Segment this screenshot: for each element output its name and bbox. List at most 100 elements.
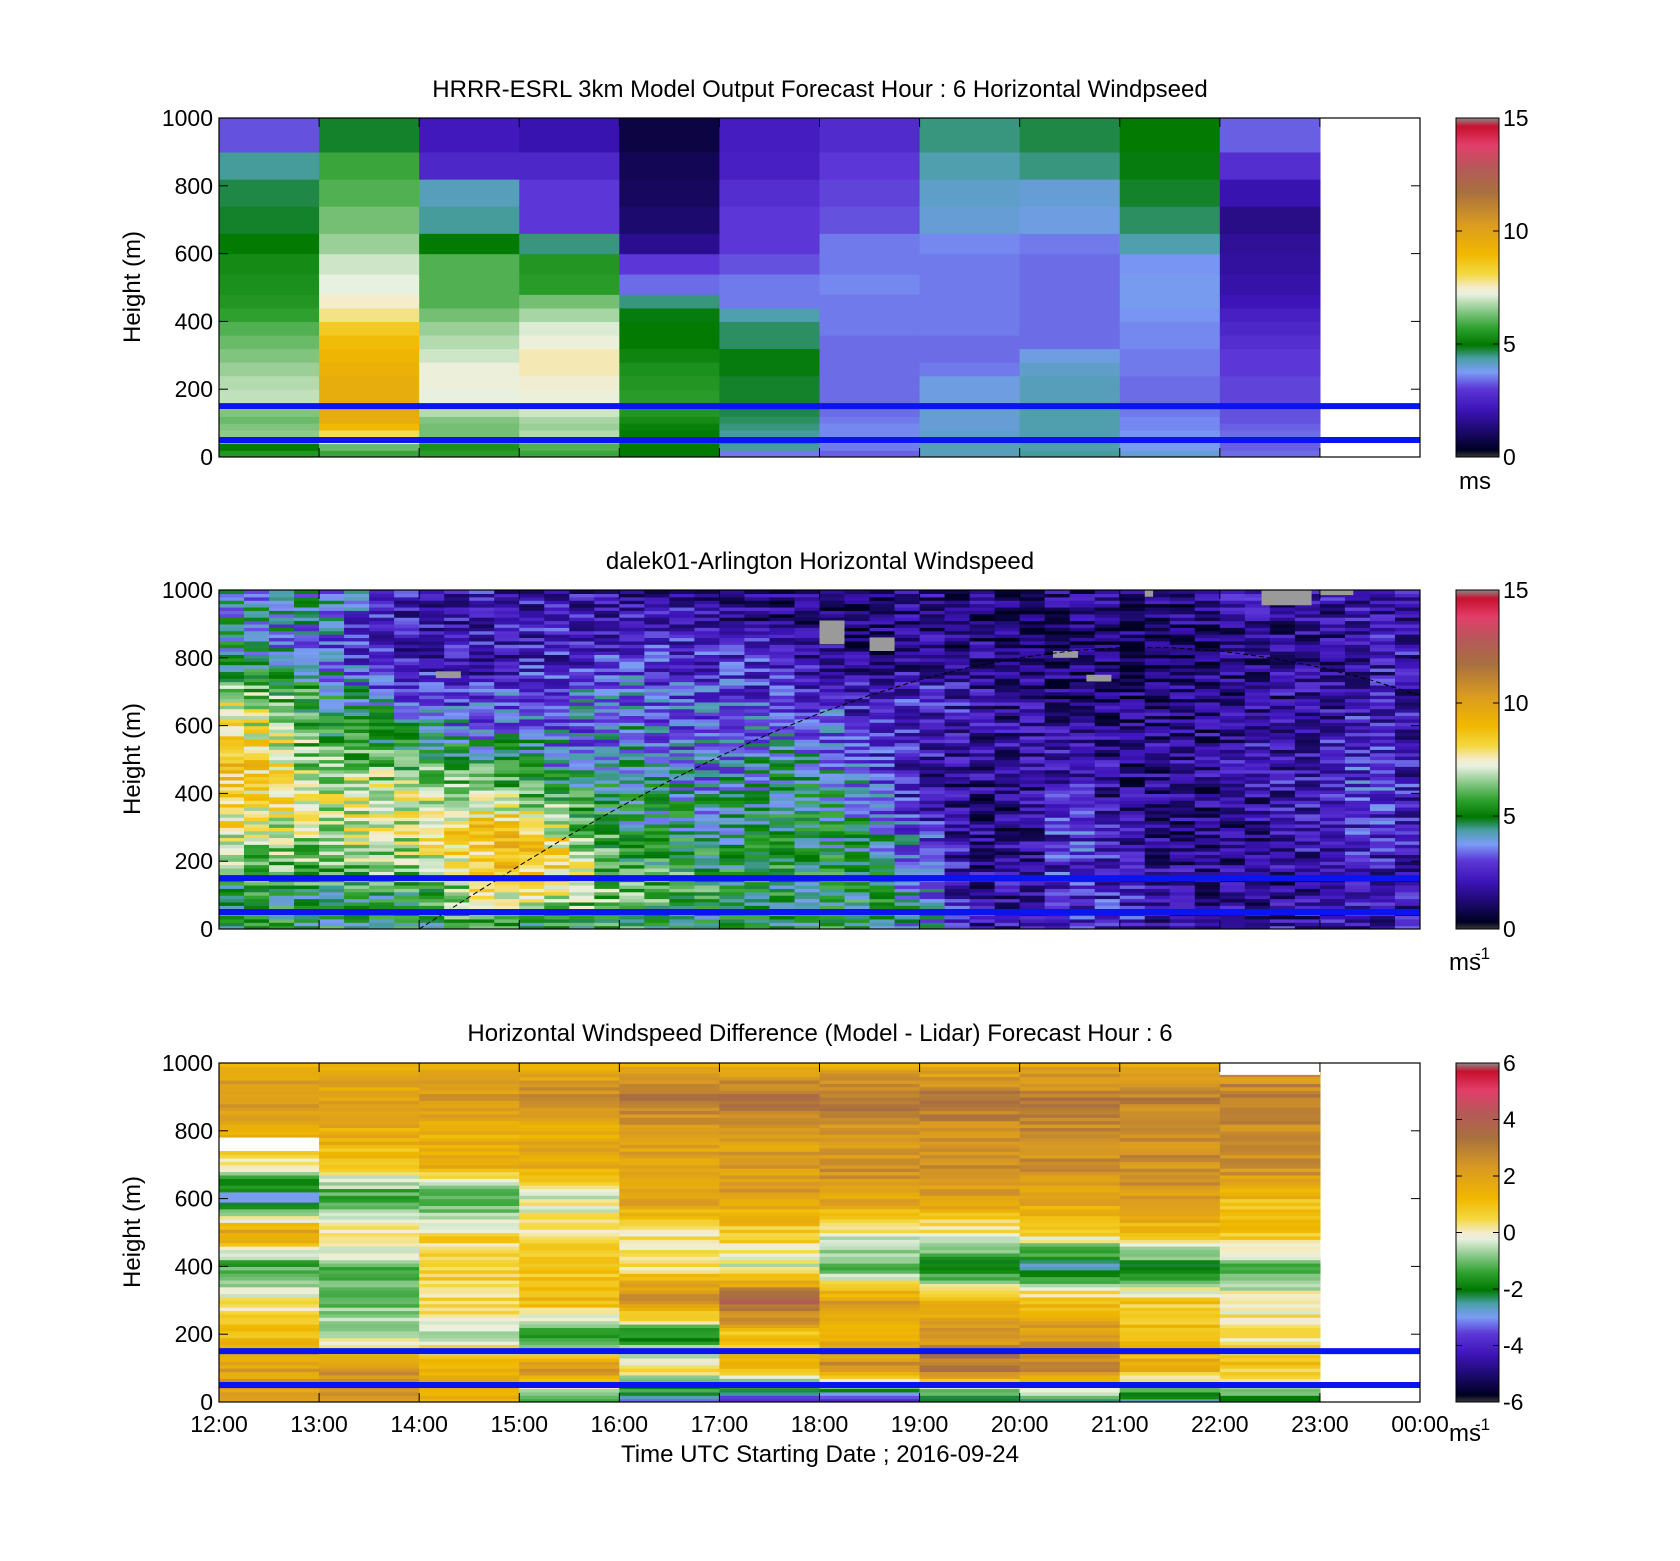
heatmap-cell xyxy=(569,834,595,839)
heatmap-cell xyxy=(844,623,871,628)
heatmap-cell xyxy=(369,603,395,608)
heatmap-cell xyxy=(1219,898,1246,903)
heatmap-cell xyxy=(944,827,971,832)
heatmap-cell xyxy=(894,590,921,594)
heatmap-cell xyxy=(519,718,545,723)
heatmap-cell xyxy=(344,667,370,672)
heatmap-cell xyxy=(1319,915,1346,920)
heatmap-cell xyxy=(1169,851,1196,856)
heatmap-cell xyxy=(269,752,295,757)
heatmap-cell xyxy=(1044,888,1071,893)
heatmap-cell xyxy=(419,667,445,672)
heatmap-cell xyxy=(1319,827,1346,832)
heatmap-cell xyxy=(594,620,620,625)
heatmap-cell xyxy=(319,623,345,628)
heatmap-cell xyxy=(419,773,445,778)
heatmap-cell xyxy=(669,827,695,832)
heatmap-cell xyxy=(1194,759,1221,764)
heatmap-cell xyxy=(919,722,946,727)
heatmap-cell xyxy=(1144,783,1171,788)
heatmap-cell xyxy=(344,647,370,652)
heatmap-cell xyxy=(1344,817,1371,822)
heatmap-cell xyxy=(869,925,896,929)
heatmap-cell xyxy=(344,864,370,869)
heatmap-cell xyxy=(1319,617,1346,622)
heatmap-cell xyxy=(494,739,520,744)
heatmap-cell xyxy=(1269,654,1296,659)
heatmap-cell xyxy=(294,728,320,733)
heatmap-cell xyxy=(369,715,395,720)
heatmap-cell xyxy=(1294,769,1321,774)
heatmap-cell xyxy=(1019,179,1121,207)
heatmap-cell xyxy=(569,793,595,798)
heatmap-cell xyxy=(744,674,771,679)
heatmap-cell xyxy=(219,847,245,852)
heatmap-cell xyxy=(619,362,721,377)
heatmap-cell xyxy=(844,728,871,733)
heatmap-cell xyxy=(544,657,570,662)
heatmap-cell xyxy=(244,884,270,889)
heatmap-cell xyxy=(794,898,821,903)
heatmap-cell xyxy=(394,756,420,761)
heatmap-cell xyxy=(1294,817,1321,822)
heatmap-cell xyxy=(544,637,570,642)
heatmap-cell xyxy=(744,786,771,791)
heatmap-cell xyxy=(544,823,570,828)
heatmap-cell xyxy=(944,671,971,676)
heatmap-cell xyxy=(869,905,896,910)
heatmap-cell xyxy=(319,647,345,652)
heatmap-cell xyxy=(1244,718,1271,723)
heatmap-cell xyxy=(244,644,270,649)
heatmap-cell xyxy=(1094,698,1121,703)
heatmap-cell xyxy=(444,790,470,794)
heatmap-cell xyxy=(719,634,746,639)
colorbar-tick-label: 10 xyxy=(1503,218,1529,244)
heatmap-cell xyxy=(544,817,570,822)
heatmap-cell xyxy=(1019,749,1046,754)
heatmap-cell xyxy=(719,837,746,842)
heatmap-cell xyxy=(419,321,520,336)
heatmap-cell xyxy=(569,732,595,737)
heatmap-cell xyxy=(544,661,570,666)
heatmap-cell xyxy=(519,752,545,757)
heatmap-cell xyxy=(1269,657,1296,662)
heatmap-cell xyxy=(669,617,695,622)
heatmap-cell xyxy=(794,715,821,720)
heatmap-cell xyxy=(419,661,445,666)
heatmap-cell xyxy=(619,851,645,856)
heatmap-cell xyxy=(619,423,721,431)
heatmap-cell xyxy=(1294,901,1321,906)
heatmap-cell xyxy=(994,786,1021,791)
heatmap-cell xyxy=(319,691,345,696)
heatmap-cell xyxy=(494,617,520,622)
heatmap-cell xyxy=(744,688,771,693)
heatmap-cell xyxy=(469,603,495,608)
heatmap-cell xyxy=(219,348,320,363)
heatmap-cell xyxy=(1244,667,1271,672)
heatmap-cell xyxy=(719,253,821,275)
heatmap-cell xyxy=(1169,749,1196,754)
heatmap-cell xyxy=(1294,834,1321,839)
heatmap-cell xyxy=(469,810,495,815)
heatmap-cell xyxy=(1094,861,1121,866)
heatmap-cell xyxy=(1169,681,1196,686)
heatmap-cell xyxy=(969,773,996,778)
heatmap-cell xyxy=(1069,664,1096,669)
heatmap-cell xyxy=(669,735,695,740)
heatmap-cell xyxy=(519,634,545,639)
heatmap-cell xyxy=(819,786,846,791)
heatmap-cell xyxy=(294,664,320,669)
heatmap-cell xyxy=(694,793,721,798)
heatmap-cell xyxy=(769,725,796,730)
heatmap-cell xyxy=(1169,634,1196,639)
heatmap-cell xyxy=(1294,905,1321,910)
heatmap-cell xyxy=(619,773,645,778)
heatmap-cell xyxy=(294,867,320,872)
heatmap-cell xyxy=(1119,790,1146,794)
heatmap-cell xyxy=(494,661,520,666)
heatmap-cell xyxy=(1169,810,1196,815)
heatmap-cell xyxy=(1269,749,1296,754)
heatmap-cell xyxy=(1019,678,1046,683)
heatmap-cell xyxy=(819,891,846,896)
